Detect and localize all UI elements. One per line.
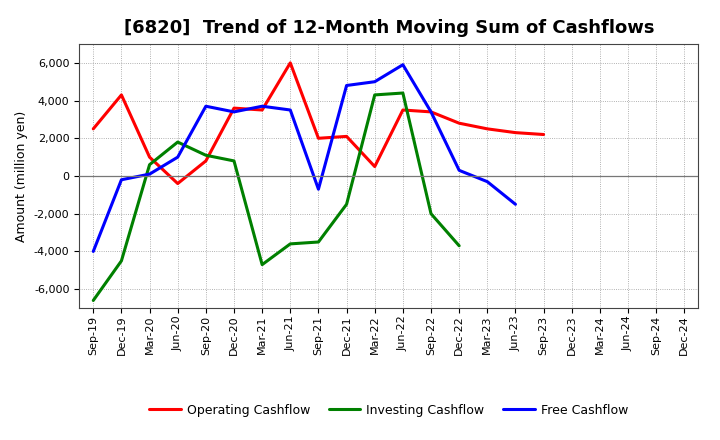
Free Cashflow — [511, 202, 520, 207]
Free Cashflow — [427, 109, 436, 114]
Free Cashflow — [399, 62, 408, 67]
Title: [6820]  Trend of 12-Month Moving Sum of Cashflows: [6820] Trend of 12-Month Moving Sum of C… — [124, 19, 654, 37]
Investing Cashflow — [145, 162, 154, 167]
Operating Cashflow — [202, 158, 210, 164]
Operating Cashflow — [483, 126, 492, 132]
Investing Cashflow — [427, 211, 436, 216]
Investing Cashflow — [202, 153, 210, 158]
Free Cashflow — [174, 154, 182, 160]
Y-axis label: Amount (million yen): Amount (million yen) — [15, 110, 28, 242]
Operating Cashflow — [539, 132, 548, 137]
Free Cashflow — [89, 249, 98, 254]
Operating Cashflow — [258, 107, 266, 113]
Operating Cashflow — [370, 164, 379, 169]
Free Cashflow — [145, 172, 154, 177]
Investing Cashflow — [258, 262, 266, 267]
Legend: Operating Cashflow, Investing Cashflow, Free Cashflow: Operating Cashflow, Investing Cashflow, … — [145, 399, 633, 422]
Investing Cashflow — [230, 158, 238, 164]
Operating Cashflow — [117, 92, 126, 98]
Operating Cashflow — [314, 136, 323, 141]
Investing Cashflow — [455, 243, 464, 249]
Line: Free Cashflow: Free Cashflow — [94, 65, 516, 251]
Free Cashflow — [230, 109, 238, 114]
Operating Cashflow — [399, 107, 408, 113]
Investing Cashflow — [342, 202, 351, 207]
Operating Cashflow — [511, 130, 520, 135]
Operating Cashflow — [230, 106, 238, 111]
Free Cashflow — [258, 103, 266, 109]
Operating Cashflow — [455, 121, 464, 126]
Investing Cashflow — [314, 239, 323, 245]
Operating Cashflow — [427, 109, 436, 114]
Investing Cashflow — [286, 241, 294, 246]
Operating Cashflow — [145, 154, 154, 160]
Free Cashflow — [117, 177, 126, 183]
Investing Cashflow — [117, 258, 126, 264]
Investing Cashflow — [399, 90, 408, 95]
Free Cashflow — [202, 103, 210, 109]
Free Cashflow — [370, 79, 379, 84]
Line: Operating Cashflow: Operating Cashflow — [94, 63, 544, 183]
Free Cashflow — [342, 83, 351, 88]
Free Cashflow — [483, 179, 492, 184]
Investing Cashflow — [174, 139, 182, 145]
Operating Cashflow — [89, 126, 98, 132]
Free Cashflow — [455, 168, 464, 173]
Free Cashflow — [286, 107, 294, 113]
Investing Cashflow — [89, 298, 98, 303]
Free Cashflow — [314, 187, 323, 192]
Operating Cashflow — [174, 181, 182, 186]
Line: Investing Cashflow: Investing Cashflow — [94, 93, 459, 301]
Operating Cashflow — [342, 134, 351, 139]
Investing Cashflow — [370, 92, 379, 98]
Operating Cashflow — [286, 60, 294, 66]
